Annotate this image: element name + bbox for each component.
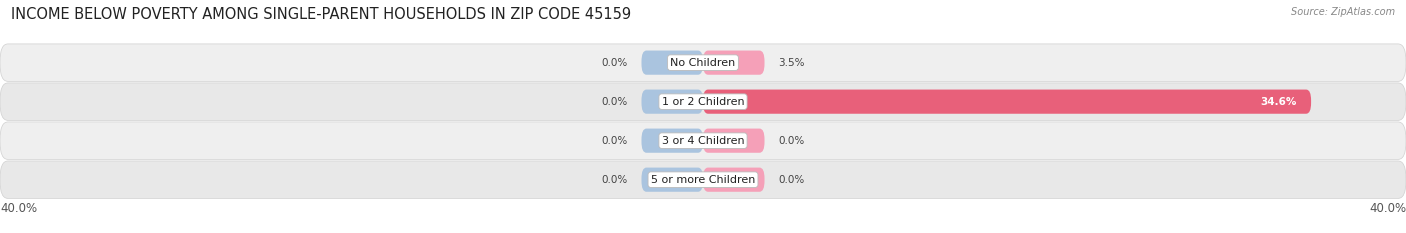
Text: INCOME BELOW POVERTY AMONG SINGLE-PARENT HOUSEHOLDS IN ZIP CODE 45159: INCOME BELOW POVERTY AMONG SINGLE-PARENT… xyxy=(11,7,631,22)
Text: 0.0%: 0.0% xyxy=(602,175,627,185)
FancyBboxPatch shape xyxy=(641,168,703,192)
FancyBboxPatch shape xyxy=(703,89,1312,114)
Text: 0.0%: 0.0% xyxy=(602,136,627,146)
Text: 0.0%: 0.0% xyxy=(602,97,627,107)
Text: 40.0%: 40.0% xyxy=(0,202,37,215)
FancyBboxPatch shape xyxy=(0,83,1406,120)
Text: 1 or 2 Children: 1 or 2 Children xyxy=(662,97,744,107)
Text: 40.0%: 40.0% xyxy=(1369,202,1406,215)
FancyBboxPatch shape xyxy=(0,44,1406,81)
FancyBboxPatch shape xyxy=(703,129,765,153)
Text: 3 or 4 Children: 3 or 4 Children xyxy=(662,136,744,146)
Text: 0.0%: 0.0% xyxy=(779,175,804,185)
FancyBboxPatch shape xyxy=(0,122,1406,159)
FancyBboxPatch shape xyxy=(641,129,703,153)
FancyBboxPatch shape xyxy=(703,168,765,192)
FancyBboxPatch shape xyxy=(641,89,703,114)
Text: 5 or more Children: 5 or more Children xyxy=(651,175,755,185)
Text: Source: ZipAtlas.com: Source: ZipAtlas.com xyxy=(1291,7,1395,17)
FancyBboxPatch shape xyxy=(0,161,1406,199)
Text: 0.0%: 0.0% xyxy=(779,136,804,146)
Text: 34.6%: 34.6% xyxy=(1261,97,1298,107)
Text: No Children: No Children xyxy=(671,58,735,68)
Text: 3.5%: 3.5% xyxy=(779,58,806,68)
FancyBboxPatch shape xyxy=(641,51,703,75)
Text: 0.0%: 0.0% xyxy=(602,58,627,68)
FancyBboxPatch shape xyxy=(703,51,765,75)
